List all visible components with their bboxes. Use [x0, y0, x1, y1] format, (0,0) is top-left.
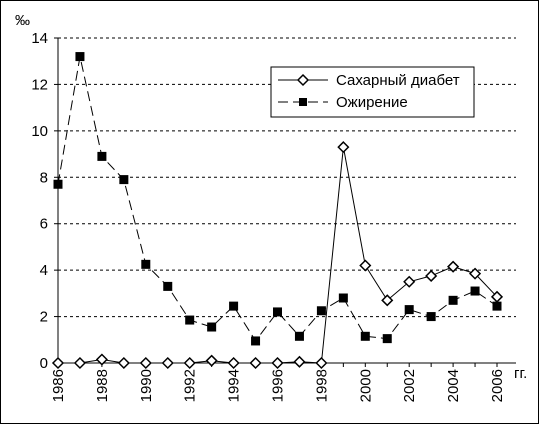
data-point-obesity [448, 295, 458, 305]
x-tick-label: 1988 [94, 369, 111, 402]
y-tick-label: 4 [40, 262, 48, 279]
y-tick-label: 12 [31, 76, 48, 93]
y-axis-unit-label: ‰ [15, 12, 30, 29]
data-point-diabetes [293, 355, 306, 368]
y-tick-label: 0 [40, 355, 48, 372]
data-point-diabetes [227, 356, 240, 370]
series-layer [51, 52, 504, 370]
x-tick-label: 2004 [445, 369, 462, 402]
data-point-obesity [97, 151, 107, 161]
data-point-diabetes [381, 294, 394, 307]
x-tick-label: 1998 [313, 369, 330, 402]
data-point-diabetes [139, 356, 152, 370]
x-tick-label: 1996 [270, 369, 287, 402]
legend: Сахарный диабет Ожирение [270, 66, 475, 118]
y-tick-label: 14 [31, 30, 48, 47]
data-point-obesity [207, 322, 217, 332]
x-tick-label: 1992 [182, 369, 199, 402]
data-point-diabetes [315, 356, 328, 370]
data-point-obesity [492, 301, 502, 311]
data-point-obesity [163, 281, 173, 291]
x-tick-label: 1990 [138, 369, 155, 402]
data-point-obesity [229, 301, 239, 311]
data-point-diabetes [403, 275, 416, 288]
data-point-obesity [382, 334, 392, 344]
data-point-obesity [360, 331, 370, 341]
x-tick-label: 1994 [226, 369, 243, 402]
data-point-obesity [119, 175, 129, 185]
data-point-diabetes [95, 353, 108, 366]
data-point-diabetes [359, 259, 372, 272]
y-tick-labels: 0 2 4 6 8 10 12 14 [31, 30, 48, 372]
y-tick-label: 8 [40, 169, 48, 186]
data-point-diabetes [117, 356, 130, 370]
data-point-obesity [338, 293, 348, 303]
data-point-diabetes [51, 356, 65, 370]
data-point-obesity [470, 286, 480, 296]
data-point-obesity [316, 306, 326, 316]
data-point-diabetes [425, 269, 438, 283]
x-tick-label: 2002 [401, 369, 418, 402]
x-axis-unit-label: гг. [514, 365, 527, 382]
data-point-diabetes [161, 356, 174, 370]
data-point-obesity [273, 307, 282, 317]
y-tick-label: 6 [40, 216, 48, 233]
data-point-diabetes [249, 356, 262, 370]
data-point-obesity [404, 305, 414, 315]
data-point-obesity [141, 259, 151, 269]
x-tick-labels: 1986 1988 1990 1992 1994 1996 1998 2000 2002 2004… [50, 369, 506, 402]
data-point-diabetes [468, 267, 482, 280]
data-point-diabetes [183, 356, 196, 370]
series-line-obesity [57, 56, 498, 342]
data-point-diabetes [447, 260, 460, 273]
data-point-obesity [426, 312, 436, 322]
legend-label-diabetes: Сахарный диабет [336, 72, 460, 89]
x-tick-label: 2006 [489, 369, 506, 402]
x-tick-label: 1986 [50, 369, 67, 402]
data-point-obesity [75, 52, 85, 62]
data-point-diabetes [337, 141, 350, 154]
y-tick-label: 10 [31, 123, 48, 140]
data-point-diabetes [205, 354, 218, 367]
legend-label-obesity: Ожирение [336, 94, 408, 111]
data-point-obesity [185, 315, 195, 325]
data-point-obesity [53, 179, 63, 189]
data-point-diabetes [271, 356, 284, 370]
data-point-obesity [251, 336, 261, 346]
data-point-obesity [294, 331, 304, 341]
legend-box [270, 66, 475, 118]
data-point-diabetes [73, 356, 87, 370]
legend-marker-obesity [299, 98, 307, 106]
x-tick-label: 2000 [357, 369, 374, 402]
y-tick-label: 2 [40, 309, 48, 326]
legend-marker-diabetes [296, 73, 310, 87]
